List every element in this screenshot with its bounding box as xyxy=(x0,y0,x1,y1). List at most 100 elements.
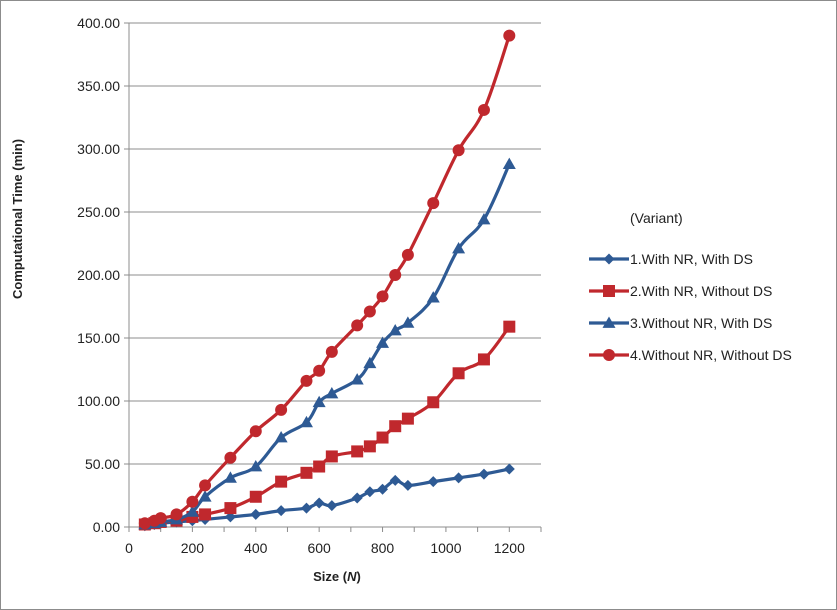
series-1-point xyxy=(503,463,515,475)
series-2-point xyxy=(389,420,402,433)
x-tick-label: 200 xyxy=(181,540,205,556)
x-axis-title: Size (N) xyxy=(313,569,361,584)
y-tick-label: 400.00 xyxy=(77,15,120,31)
series-1-point xyxy=(478,468,490,480)
series-3-point xyxy=(376,336,390,348)
series-2-point xyxy=(300,466,313,479)
legend-label: 4.Without NR, Without DS xyxy=(630,347,792,363)
series-1-point xyxy=(351,492,363,504)
x-tick-label: 800 xyxy=(371,540,395,556)
series-3-line xyxy=(144,163,511,527)
series-4-point xyxy=(170,508,183,521)
series-4-point xyxy=(154,512,167,525)
x-tick-label: 1200 xyxy=(494,540,525,556)
legend-label: 2.With NR, Without DS xyxy=(630,283,772,299)
y-tick-label: 0.00 xyxy=(93,519,120,535)
series-4-point xyxy=(503,29,516,42)
series-1-point xyxy=(364,486,376,498)
series-4-point xyxy=(427,197,440,210)
legend: (Variant) 1.With NR, With DS 2.With NR, Wi… xyxy=(589,210,792,363)
series-3-point xyxy=(249,460,263,472)
series-3-point xyxy=(477,213,491,225)
series-4-point xyxy=(389,269,402,281)
series-4-point xyxy=(313,364,326,377)
series-4-point xyxy=(477,103,490,116)
series-1-point xyxy=(389,474,401,486)
series-4-point xyxy=(452,144,465,157)
series-3-point xyxy=(426,291,440,303)
legend-swatch-marker xyxy=(603,285,615,297)
series-2-point xyxy=(313,460,326,473)
series-4-point xyxy=(249,425,262,438)
series-1-point xyxy=(402,479,414,491)
series-2-point xyxy=(401,412,414,425)
series-2-point xyxy=(199,508,212,521)
series-3-point xyxy=(198,490,212,502)
series-3-point xyxy=(502,157,516,169)
x-tick-label: 600 xyxy=(307,540,331,556)
series-3-point xyxy=(401,316,415,328)
series-3-point xyxy=(299,415,313,428)
series-3 xyxy=(138,157,516,530)
series-4-point xyxy=(300,374,313,387)
series-3-point xyxy=(185,505,199,517)
x-axis-title-end: ) xyxy=(357,569,361,584)
series-4-point xyxy=(363,305,376,318)
series-4-point xyxy=(186,495,199,508)
axes: 0.00 50.00 100.00 150.00 200.00 250.00 300.00 3… xyxy=(77,15,542,556)
legend-swatch-marker xyxy=(602,316,616,328)
series-4-line xyxy=(144,35,511,525)
series-3-point xyxy=(274,431,288,443)
series-3-point xyxy=(452,242,466,254)
x-tick-label: 1000 xyxy=(430,540,461,556)
legend-label: 1.With NR, With DS xyxy=(630,251,753,267)
series-layer xyxy=(138,29,516,532)
series-4-point xyxy=(401,248,414,261)
series-3-point xyxy=(363,356,377,369)
legend-swatch-marker xyxy=(603,349,615,361)
series-4-point xyxy=(376,290,389,303)
series-1-point xyxy=(453,472,465,484)
x-tick-label: 0 xyxy=(125,540,133,556)
series-3-point xyxy=(388,323,402,336)
y-axis-title: Computational Time (min) xyxy=(10,139,25,299)
x-axis-title-text: Size ( xyxy=(313,569,348,584)
series-2-point xyxy=(363,440,376,453)
legend-swatch-marker xyxy=(603,253,615,265)
x-axis-title-variable: N xyxy=(347,569,357,584)
y-tick-label: 100.00 xyxy=(77,393,120,409)
series-1-point xyxy=(326,500,338,512)
series-2-point xyxy=(224,502,237,515)
series-3-point xyxy=(350,373,364,385)
series-4-point xyxy=(351,319,364,332)
series-1-point xyxy=(427,476,439,488)
series-4-point xyxy=(199,479,212,492)
legend-entry-1: 1.With NR, With DS xyxy=(589,251,753,267)
series-2-point xyxy=(477,353,490,366)
series-4 xyxy=(138,29,516,530)
series-2-point xyxy=(275,475,288,488)
y-tick-label: 300.00 xyxy=(77,141,120,157)
series-2-point xyxy=(351,445,364,458)
series-2-point xyxy=(376,431,389,444)
y-tick-label: 200.00 xyxy=(77,267,120,283)
legend-entry-3: 3.Without NR, With DS xyxy=(589,315,772,331)
series-1-point xyxy=(313,497,325,509)
legend-entry-2: 2.With NR, Without DS xyxy=(589,283,772,299)
series-2 xyxy=(138,320,516,531)
gridlines xyxy=(129,22,541,528)
series-4-point xyxy=(275,403,288,416)
y-tick-label: 50.00 xyxy=(85,456,120,472)
series-2-point xyxy=(503,320,516,333)
series-4-point xyxy=(325,345,338,358)
series-3-point xyxy=(325,386,339,399)
series-3-point xyxy=(223,471,237,483)
series-4-point xyxy=(138,517,151,530)
series-2-point xyxy=(427,396,440,409)
series-1-point xyxy=(377,483,389,495)
y-tick-label: 250.00 xyxy=(77,204,120,220)
legend-label: 3.Without NR, With DS xyxy=(630,315,772,331)
series-2-point xyxy=(325,450,338,463)
